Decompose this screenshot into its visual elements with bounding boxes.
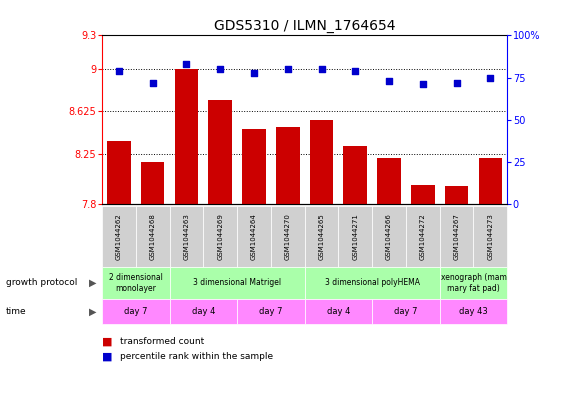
Bar	[377, 158, 401, 204]
Point	[250, 70, 259, 76]
Text: ▶: ▶	[89, 278, 96, 288]
Text: GSM1044262: GSM1044262	[116, 213, 122, 260]
Text: 2 dimensional
monolayer: 2 dimensional monolayer	[109, 273, 163, 293]
Bar	[343, 146, 367, 204]
Text: day 7: day 7	[394, 307, 417, 316]
Text: time: time	[6, 307, 26, 316]
Bar	[208, 99, 232, 204]
Text: 3 dimensional Matrigel: 3 dimensional Matrigel	[193, 279, 281, 287]
Text: GSM1044266: GSM1044266	[386, 213, 392, 260]
Point	[216, 66, 225, 72]
Text: day 7: day 7	[259, 307, 283, 316]
Bar	[411, 185, 434, 204]
Point	[350, 68, 360, 74]
Bar	[242, 129, 266, 204]
Text: xenograph (mam
mary fat pad): xenograph (mam mary fat pad)	[441, 273, 507, 293]
Text: day 4: day 4	[192, 307, 215, 316]
Text: GSM1044272: GSM1044272	[420, 213, 426, 260]
Bar	[479, 158, 502, 204]
Bar	[276, 127, 300, 204]
Text: GSM1044267: GSM1044267	[454, 213, 459, 260]
Bar	[310, 120, 333, 204]
Point	[283, 66, 293, 72]
Text: 3 dimensional polyHEMA: 3 dimensional polyHEMA	[325, 279, 420, 287]
Text: GSM1044273: GSM1044273	[487, 213, 493, 260]
Text: day 7: day 7	[124, 307, 147, 316]
Text: GSM1044269: GSM1044269	[217, 213, 223, 260]
Bar	[141, 162, 164, 204]
Text: GSM1044268: GSM1044268	[150, 213, 156, 260]
Text: transformed count: transformed count	[120, 338, 204, 346]
Point	[114, 68, 124, 74]
Bar	[107, 141, 131, 204]
Text: day 4: day 4	[326, 307, 350, 316]
Point	[486, 74, 495, 81]
Text: percentile rank within the sample: percentile rank within the sample	[120, 353, 273, 361]
Text: GSM1044271: GSM1044271	[352, 213, 359, 260]
Text: GSM1044265: GSM1044265	[318, 213, 325, 260]
Point	[418, 81, 427, 88]
Text: GSM1044263: GSM1044263	[184, 213, 189, 260]
Bar	[175, 69, 198, 204]
Point	[384, 78, 394, 84]
Point	[317, 66, 326, 72]
Point	[182, 61, 191, 67]
Text: growth protocol: growth protocol	[6, 279, 77, 287]
Text: GSM1044270: GSM1044270	[285, 213, 291, 260]
Point	[148, 79, 157, 86]
Text: ■: ■	[102, 337, 113, 347]
Text: GSM1044264: GSM1044264	[251, 213, 257, 260]
Text: day 43: day 43	[459, 307, 488, 316]
Text: ▶: ▶	[89, 307, 96, 316]
Text: ■: ■	[102, 352, 113, 362]
Bar	[445, 186, 468, 204]
Point	[452, 79, 461, 86]
Title: GDS5310 / ILMN_1764654: GDS5310 / ILMN_1764654	[214, 19, 395, 33]
